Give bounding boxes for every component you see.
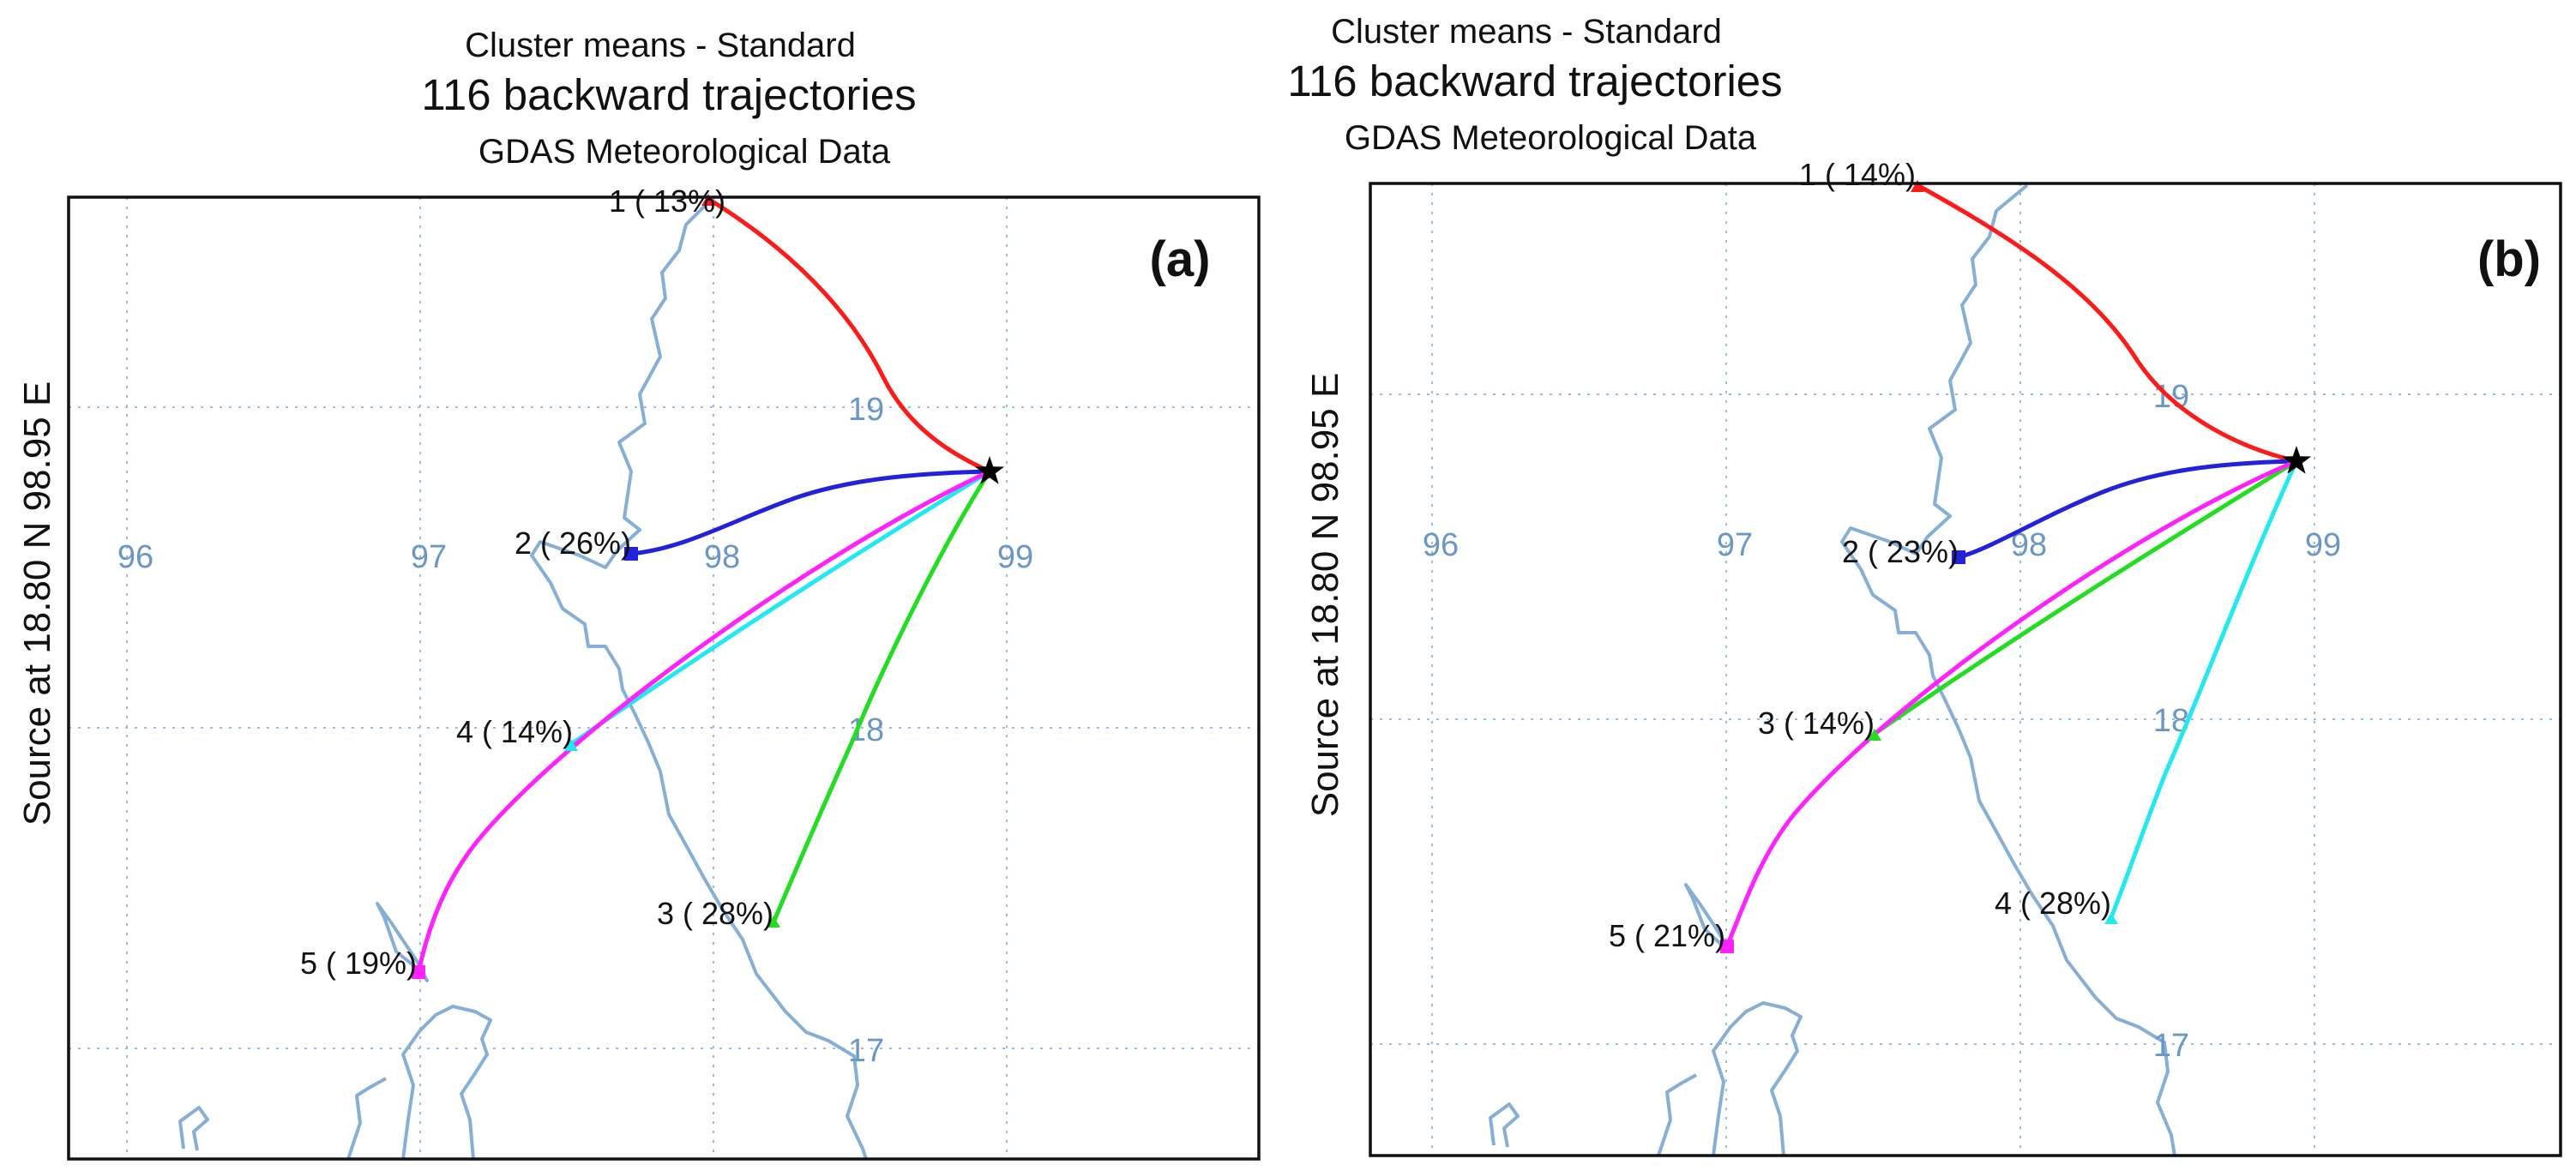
endpoint-markers <box>412 194 780 979</box>
lat-tick-labels: 19 18 17 <box>848 392 884 1069</box>
cluster-label: 3 ( 14%) <box>1758 706 1875 741</box>
triangle-marker-icon <box>1911 180 1924 192</box>
lon-tick: 99 <box>997 539 1033 575</box>
triangle-marker-icon <box>767 916 780 928</box>
endpoint-markers <box>1720 180 2118 953</box>
y-axis-label: Source at 18.80 N 98.95 E <box>16 381 58 826</box>
trajectory-cluster-2 <box>1956 459 2299 560</box>
cluster-labels: 1 ( 13%) 2 ( 26%) 3 ( 28%) 4 ( 14%) 5 ( … <box>300 183 773 981</box>
graticule <box>69 197 1259 1159</box>
triangle-marker-icon <box>564 739 578 751</box>
lon-tick: 97 <box>411 539 447 575</box>
trajectory-cluster-1 <box>1915 183 2299 464</box>
lat-tick: 17 <box>848 1033 884 1069</box>
source-star-icon <box>974 456 1005 484</box>
lon-tick: 99 <box>2305 527 2341 563</box>
square-marker-icon <box>1952 550 1965 564</box>
lon-tick: 96 <box>1423 527 1459 563</box>
square-marker-icon <box>1720 940 1734 953</box>
map-svg-b: Cluster means - Standard 116 backward tr… <box>1288 13 2562 1157</box>
triangle-marker-icon <box>701 194 715 206</box>
border-outline <box>1489 183 2176 1156</box>
lat-tick: 17 <box>2153 1028 2189 1064</box>
title-line2: 116 backward trajectories <box>421 70 916 119</box>
cluster-label: 1 ( 14%) <box>1799 157 1916 192</box>
border-outline <box>178 197 868 1160</box>
trajectory-cluster-3 <box>771 469 992 925</box>
trajectory-cluster-4 <box>569 469 992 747</box>
trajectory-map-panel-a: Cluster means - Standard 116 backward tr… <box>16 27 1261 1161</box>
panel-label: (b) <box>2477 231 2541 287</box>
title-line1: Cluster means - Standard <box>1331 13 1722 51</box>
graticule <box>1370 183 2561 1156</box>
title-line3: GDAS Meteorological Data <box>1345 119 1757 157</box>
trajectories <box>1724 183 2299 949</box>
lat-tick-labels: 19 18 17 <box>2153 379 2189 1064</box>
trajectory-cluster-2 <box>629 469 992 556</box>
panel-label: (a) <box>1150 231 1211 287</box>
lon-tick: 96 <box>117 539 153 575</box>
map-frame <box>67 195 1261 1161</box>
triangle-marker-icon <box>1868 729 1881 741</box>
lat-tick: 19 <box>848 392 884 428</box>
y-axis-label: Source at 18.80 N 98.95 E <box>1304 373 1346 818</box>
trajectory-cluster-3 <box>1872 459 2299 736</box>
trajectory-cluster-4 <box>2109 459 2299 920</box>
cluster-labels: 1 ( 14%) 2 ( 23%) 3 ( 14%) 4 ( 28%) 5 ( … <box>1609 157 2111 953</box>
cluster-label: 2 ( 26%) <box>515 525 631 561</box>
square-marker-icon <box>412 965 425 979</box>
map-svg-a: Cluster means - Standard 116 backward tr… <box>16 27 1261 1161</box>
lon-tick-labels: 96 97 98 99 <box>117 539 1033 575</box>
trajectory-map-panel-b: Cluster means - Standard 116 backward tr… <box>1288 0 2576 1171</box>
trajectory-cluster-5 <box>416 469 992 975</box>
cluster-label: 1 ( 13%) <box>609 183 725 219</box>
title-line2: 116 backward trajectories <box>1288 57 1783 105</box>
cluster-label: 3 ( 28%) <box>657 896 773 931</box>
lon-tick: 98 <box>704 539 740 575</box>
cluster-label: 4 ( 28%) <box>1995 886 2111 921</box>
triangle-marker-icon <box>2104 912 2118 924</box>
cluster-label: 4 ( 14%) <box>456 714 573 749</box>
trajectory-cluster-1 <box>706 196 992 474</box>
source-star-icon <box>2281 446 2312 474</box>
cluster-label: 2 ( 23%) <box>1842 534 1959 569</box>
cluster-label: 5 ( 21%) <box>1609 918 1725 953</box>
title-line3: GDAS Meteorological Data <box>478 133 891 171</box>
trajectories <box>416 196 992 975</box>
square-marker-icon <box>624 547 638 561</box>
lon-tick: 97 <box>1717 527 1753 563</box>
map-frame <box>1369 182 2562 1157</box>
title-line1: Cluster means - Standard <box>465 27 856 64</box>
cluster-label: 5 ( 19%) <box>300 946 417 981</box>
